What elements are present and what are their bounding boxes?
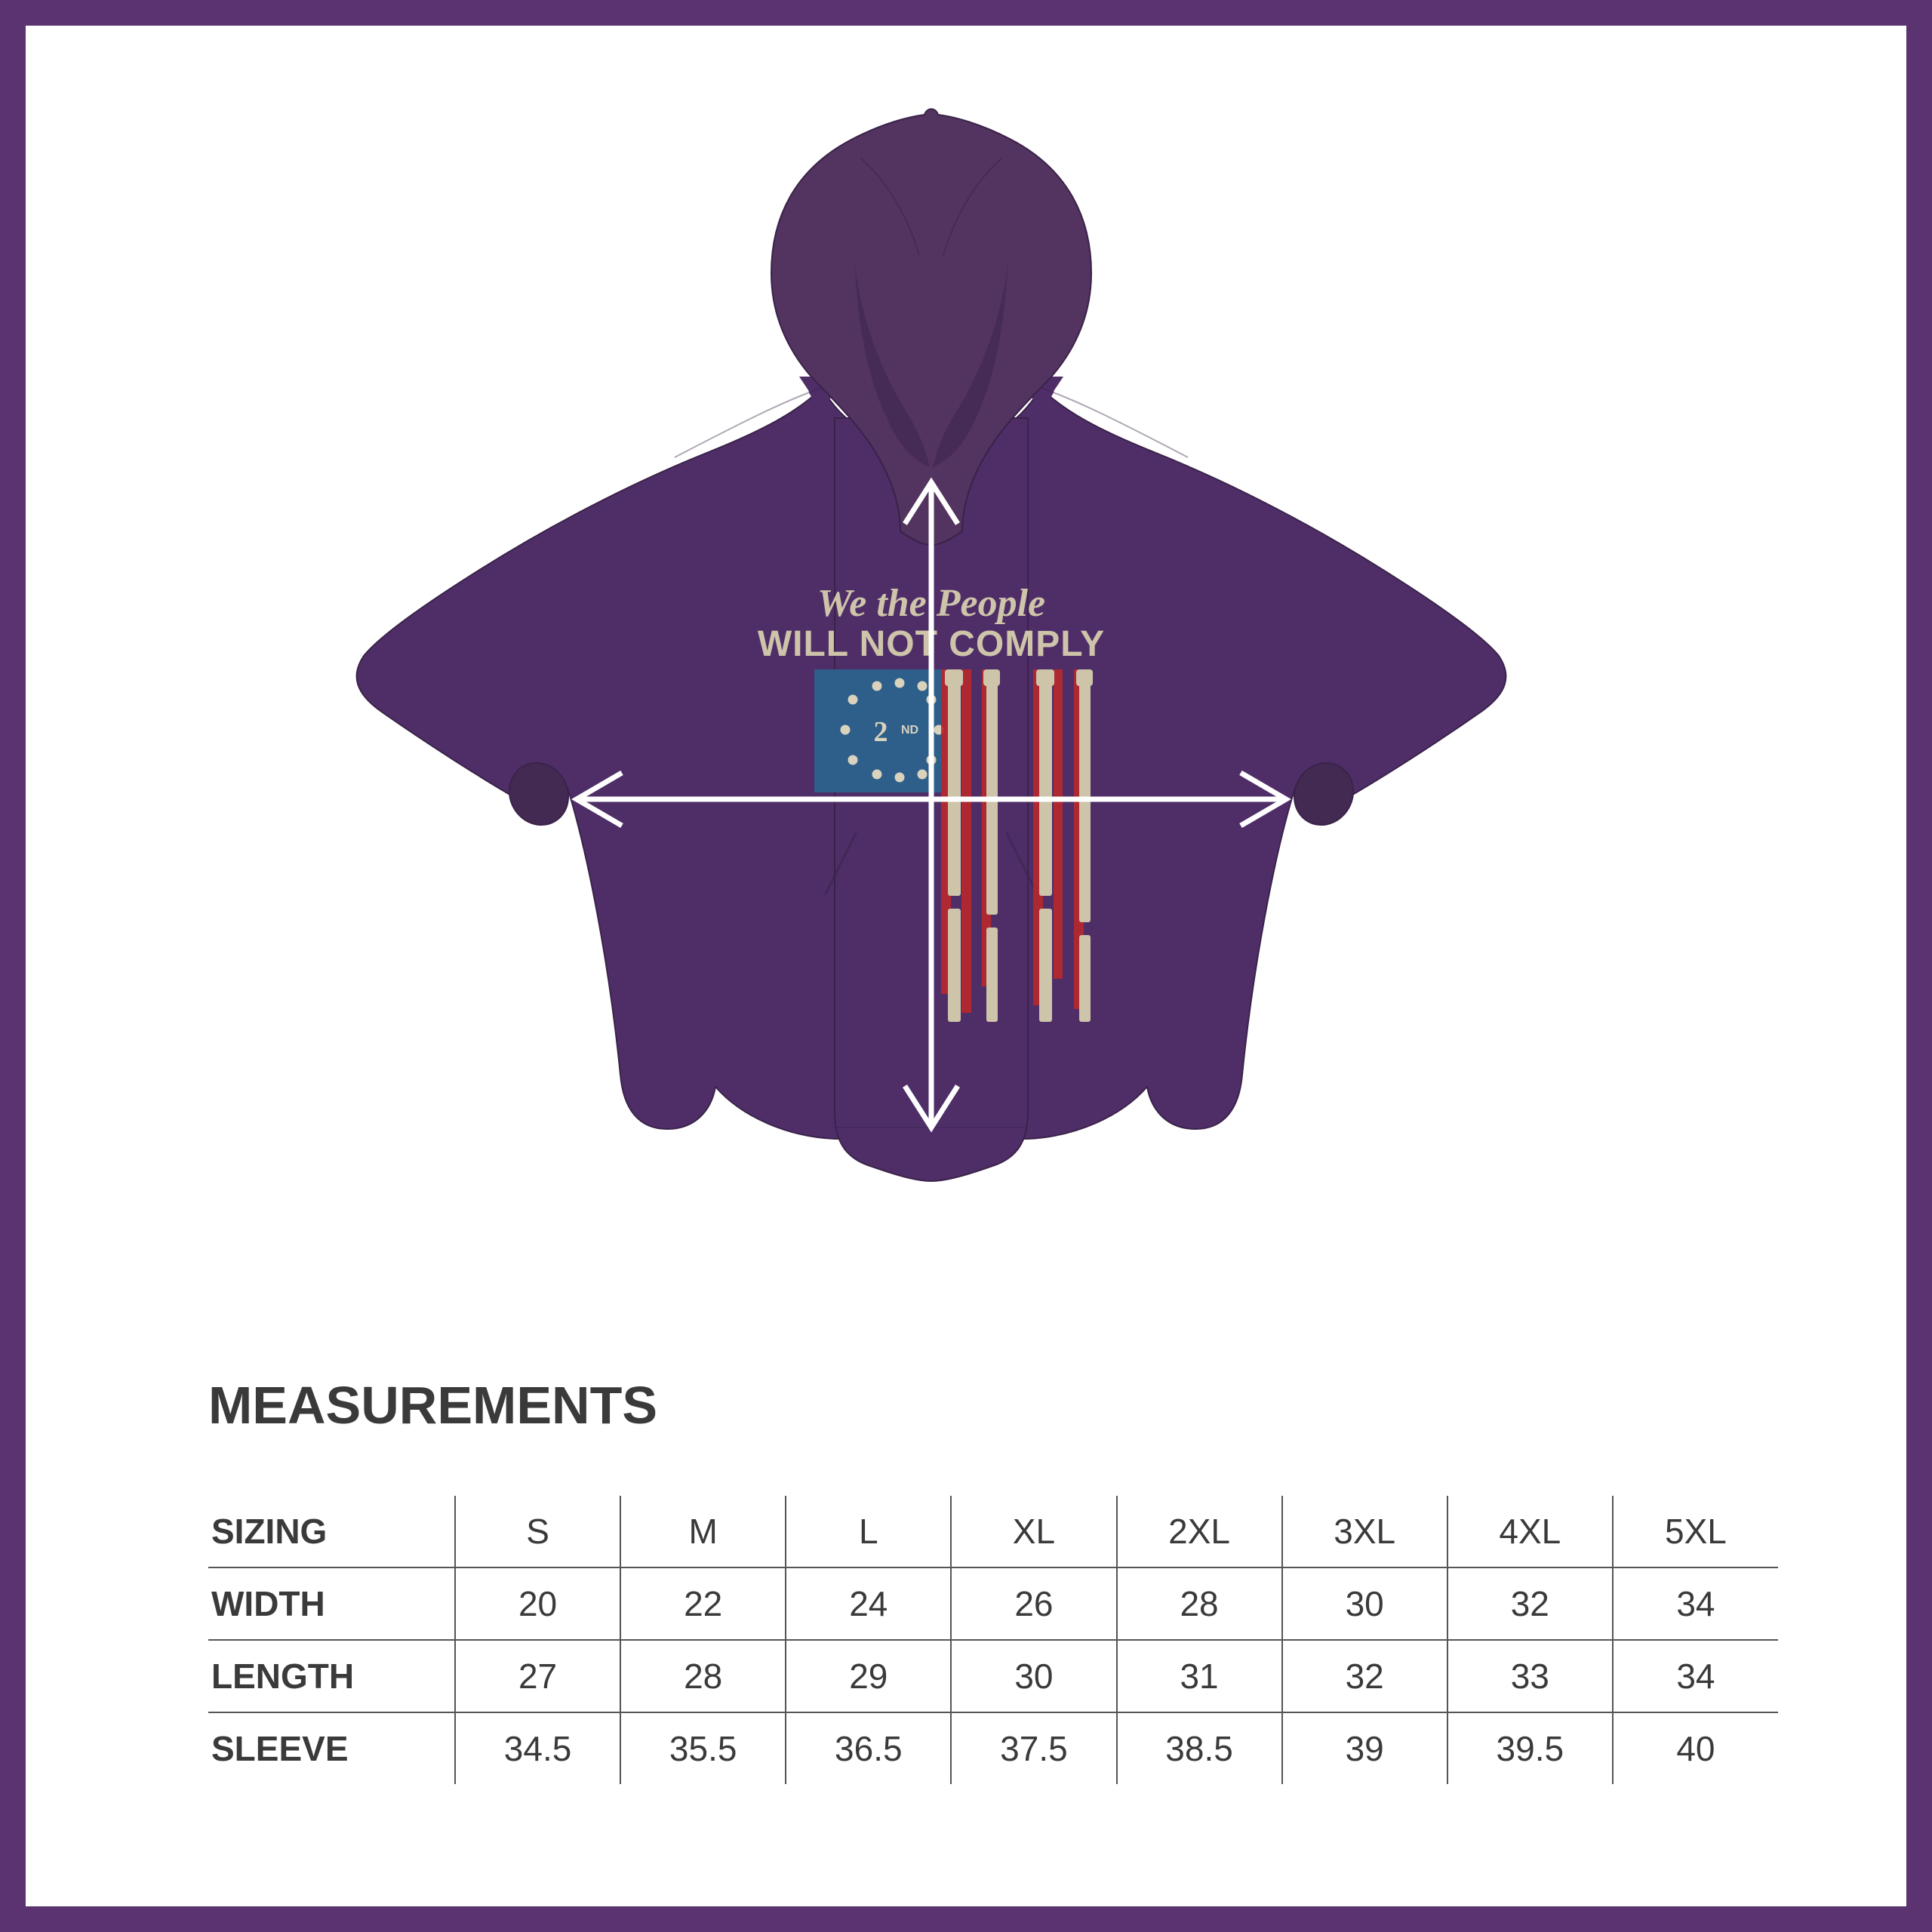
svg-text:2: 2 (874, 716, 888, 748)
svg-text:ND: ND (901, 724, 918, 737)
